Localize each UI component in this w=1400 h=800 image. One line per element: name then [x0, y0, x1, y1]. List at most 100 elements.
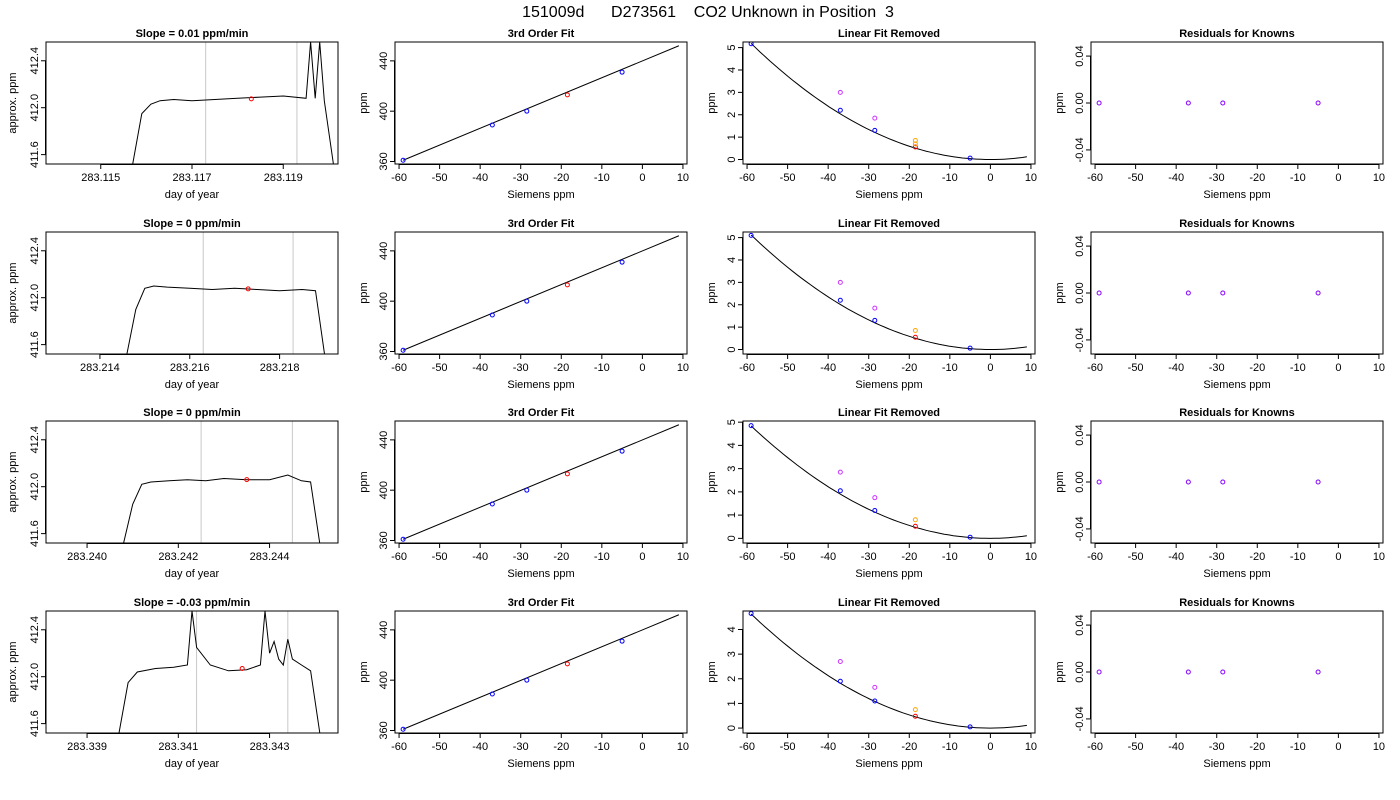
x-tick-label: 0 [1335, 362, 1341, 374]
x-tick-label: 283.218 [260, 362, 300, 374]
y-tick-label: 0 [726, 725, 738, 731]
x-tick-label: -20 [553, 362, 569, 374]
x-axis-label: Siemens ppm [507, 568, 574, 580]
x-tick-label: -30 [1209, 172, 1225, 184]
data-point-marker [967, 724, 973, 730]
y-axis-label: ppm [1054, 92, 1066, 113]
data-point-marker [748, 611, 754, 616]
y-tick-label: 360 [378, 721, 390, 739]
panel-title: 3rd Order Fit [508, 597, 575, 609]
x-tick-label: 283.119 [264, 172, 303, 184]
x-tick-label: -40 [472, 362, 488, 374]
x-axis: 283.339 283.341 283.343 day of year [67, 733, 289, 770]
data-point-marker [837, 469, 843, 475]
y-tick-label: 412.0 [29, 473, 41, 501]
y-tick-label: -0.04 [1074, 516, 1086, 541]
x-tick-label: 283.343 [250, 741, 290, 753]
x-tick-label: -10 [1290, 172, 1306, 184]
y-tick-label: 5 [726, 45, 738, 51]
y-tick-label: 400 [378, 292, 390, 310]
x-tick-label: 10 [677, 172, 689, 184]
plot-area [748, 611, 1027, 730]
y-axis-label: approx. ppm [7, 451, 19, 512]
fit-curve-line [750, 234, 1027, 350]
plot-area [1096, 100, 1321, 106]
data-point-marker [872, 305, 878, 311]
x-tick-label: -10 [942, 551, 958, 563]
x-axis-label: Siemens ppm [855, 379, 922, 391]
data-point-marker [524, 298, 530, 304]
data-point-marker [872, 127, 878, 133]
x-tick-label: -50 [432, 551, 448, 563]
y-tick-label: 3 [726, 651, 738, 657]
figure-title: 151009d D273561 CO2 Unknown in Position … [522, 4, 894, 21]
data-point-marker [564, 92, 570, 98]
x-tick-label: -20 [553, 551, 569, 563]
x-tick-label: -30 [513, 362, 529, 374]
y-tick-label: 360 [378, 152, 390, 170]
panel-title: Residuals for Knowns [1179, 218, 1295, 230]
x-tick-label: -20 [553, 172, 569, 184]
y-axis: -0.04 0.00 0.04 ppm [1054, 235, 1091, 352]
y-axis: 411.6 412.0 412.4 approx. ppm [7, 237, 46, 358]
x-tick-label: 283.216 [170, 362, 210, 374]
data-point-marker [1185, 100, 1191, 106]
x-axis-label: day of year [165, 189, 220, 201]
panel-title: Slope = 0.01 ppm/min [136, 28, 249, 40]
x-tick-label: 0 [987, 741, 993, 753]
data-point-marker [489, 312, 495, 318]
x-tick-label: 283.242 [158, 551, 198, 563]
y-tick-label: 400 [378, 671, 390, 689]
x-tick-label: -40 [820, 551, 836, 563]
y-tick-label: 412.4 [29, 47, 41, 75]
plot-frame [1090, 41, 1384, 165]
x-tick-label: 10 [1025, 741, 1037, 753]
y-axis-label: approx. ppm [7, 262, 19, 323]
data-point-marker [1315, 100, 1321, 106]
data-point-marker [1315, 290, 1321, 296]
y-tick-label: 4 [726, 257, 738, 263]
data-point-marker [748, 232, 754, 238]
x-axis: -60 -50 -40 -30 -20 -10 0 10 Siemens ppm [1087, 354, 1385, 391]
plot-area [400, 424, 680, 542]
panel-title: Linear Fit Removed [838, 28, 940, 40]
x-tick-label: -10 [1290, 741, 1306, 753]
panel-12: Linear Fit Removed-60 -50 -40 -30 -20 -10 0 10S… [706, 597, 1037, 770]
plot-area [132, 42, 334, 164]
y-tick-label: 0 [726, 535, 738, 541]
plot-area [748, 42, 1027, 161]
mean-point-marker [244, 477, 250, 483]
data-point-marker [912, 523, 918, 529]
y-axis: -0.04 0.00 0.04 ppm [1054, 45, 1091, 162]
fit-curve-line [750, 613, 1027, 729]
y-axis-label: ppm [358, 282, 370, 303]
concentration-trace-line [123, 474, 321, 543]
data-point-marker [1315, 479, 1321, 485]
y-tick-label: 411.6 [29, 331, 41, 358]
x-tick-label: -10 [594, 551, 610, 563]
data-point-marker [489, 691, 495, 697]
plot-area [1096, 479, 1321, 485]
x-axis: -60 -50 -40 -30 -20 -10 0 10 Siemens ppm [739, 543, 1037, 580]
x-tick-label: 10 [1373, 172, 1385, 184]
panel-5: 3rd Order Fit -60 -50 -40 -30 -20 -10 0 10 Siemen… [358, 28, 689, 201]
y-tick-label: 0.04 [1074, 45, 1086, 66]
data-point-marker [872, 317, 878, 323]
y-tick-label: 5 [726, 419, 738, 425]
y-axis-label: ppm [1054, 282, 1066, 303]
x-tick-label: 283.244 [250, 551, 290, 563]
x-tick-label: -30 [513, 551, 529, 563]
x-tick-label: 0 [1335, 741, 1341, 753]
data-point-marker [748, 423, 754, 429]
panel-title: Slope = 0 ppm/min [143, 218, 241, 230]
x-tick-label: -50 [780, 741, 796, 753]
panel-title: 3rd Order Fit [508, 407, 575, 419]
x-axis: -60 -50 -40 -30 -20 -10 0 10 Siemens ppm [739, 354, 1037, 391]
y-tick-label: 440 [378, 431, 390, 449]
y-tick-label: 400 [378, 102, 390, 120]
data-point-marker [400, 726, 406, 732]
y-tick-label: 0.04 [1074, 614, 1086, 635]
y-axis-label: ppm [706, 661, 718, 682]
data-point-marker [748, 42, 754, 47]
y-tick-label: 3 [726, 466, 738, 472]
